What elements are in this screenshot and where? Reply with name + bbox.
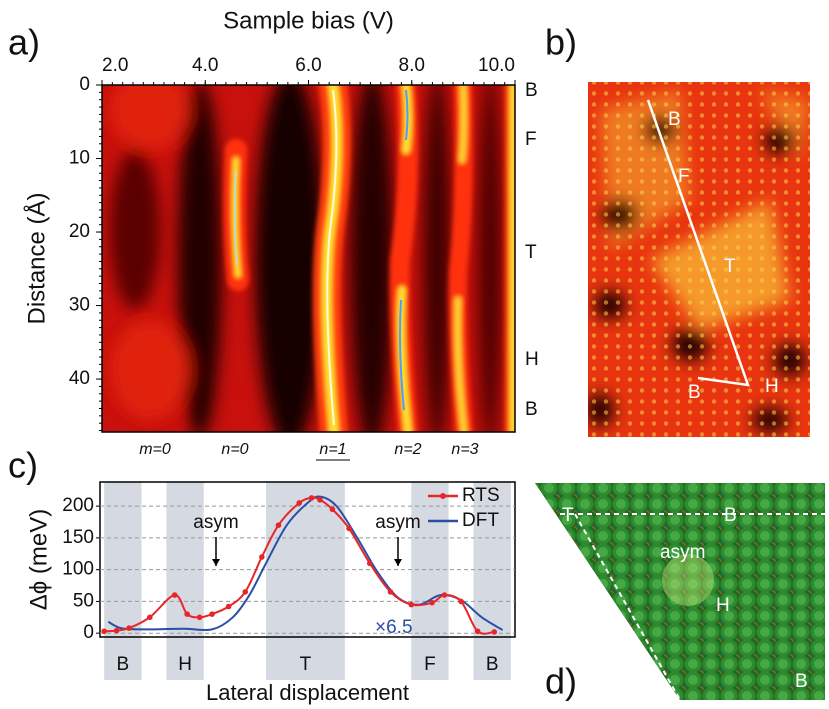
region-band [473,482,511,680]
panel-label: c) [8,445,38,486]
image-label: asym [660,542,705,563]
y-tick-label: 40 [69,368,90,389]
data-point [474,628,481,635]
axis-frame-bg [99,481,516,638]
site-label: B [525,399,538,420]
image-label: B [795,671,808,692]
region-label: H [178,654,192,675]
data-point [429,599,435,606]
region-label: B [486,654,499,675]
mode-label: n=3 [451,441,478,458]
y-tick-label: 50 [73,590,94,611]
model-image [535,483,825,700]
image-label: B [688,382,701,403]
region-band [266,482,345,680]
panel-label: a) [8,22,40,63]
heatmap-image [102,85,515,432]
panel-label: d) [545,661,577,702]
data-point [296,500,303,506]
image-label: T [724,256,736,277]
site-label: H [525,349,539,370]
panel-label: b) [545,22,577,63]
site-label: T [525,242,537,263]
y-tick-label: 200 [62,495,94,516]
mode-label: m=0 [139,441,171,458]
data-point [259,554,265,560]
region-label: F [424,654,436,675]
data-point [458,598,464,605]
data-point [441,592,448,598]
region-band [166,482,204,680]
x-tick-label: 8.0 [399,55,425,76]
data-point [491,629,498,635]
y-axis-title: Δϕ (meV) [25,509,52,610]
region-band [104,482,142,680]
region-label: B [116,654,129,675]
arrow-head [394,559,402,566]
x-tick-label: 2.0 [102,55,128,76]
data-point [196,614,203,621]
data-point [317,496,323,503]
y-tick-label: 150 [62,527,94,548]
x-tick-label: 4.0 [192,55,218,76]
data-point [225,603,232,610]
x-tick-label: 6.0 [295,55,321,76]
data-point [147,614,153,621]
data-point [408,601,415,608]
y-tick-label: 30 [69,295,90,316]
site-label: B [525,80,538,101]
annotation: asym [193,512,238,533]
image-label: H [765,376,779,397]
y-tick-label: 0 [79,74,90,95]
data-point [113,627,120,634]
image-label: B [640,665,653,686]
y-axis-title: Distance (Å) [22,192,50,324]
mode-label: n=1 [319,441,346,458]
data-point [209,611,215,617]
y-tick-label: 0 [83,622,94,643]
legend-label: DFT [462,510,499,531]
data-point [101,628,107,635]
y-tick-label: 20 [69,221,90,242]
data-point [184,611,190,617]
annotation: ×6.5 [375,617,413,638]
mode-label: n=2 [394,441,421,458]
annotation: asym [375,512,420,533]
data-point [366,560,373,567]
data-point [275,522,282,528]
arrow-head [212,559,220,566]
y-tick-label: 100 [62,559,94,580]
image-label: F [678,166,690,187]
region-band [411,482,449,680]
y-tick-label: 10 [69,148,90,169]
data-point [387,589,394,595]
legend-marker [440,493,446,499]
data-point [329,506,336,513]
image-label: B [668,109,681,130]
data-point [126,625,132,631]
image-label: T [562,505,574,526]
site-label: F [525,129,537,150]
region-label: T [300,654,312,675]
image-label: H [716,595,730,616]
data-point [346,525,352,532]
legend-label: RTS [462,485,500,506]
x-axis-title: Sample bias (V) [223,7,394,34]
x-axis-title: Lateral displacement [206,680,409,705]
data-point [242,589,249,595]
image-label: B [724,505,737,526]
x-tick-label: 10.0 [478,55,515,76]
stm-image [588,82,810,437]
data-point [308,495,315,501]
mode-label: n=0 [221,441,248,458]
data-point [171,592,178,598]
